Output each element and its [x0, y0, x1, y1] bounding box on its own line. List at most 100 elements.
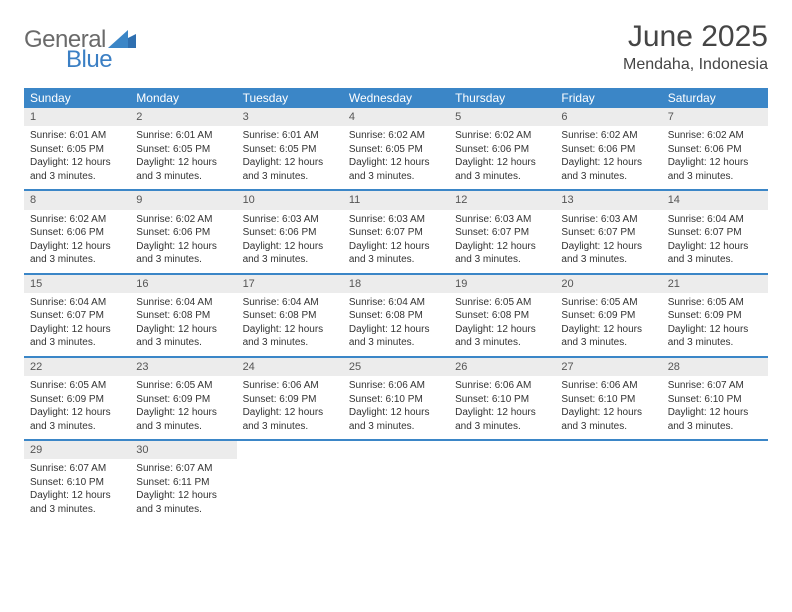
calendar-grid: Sunday Monday Tuesday Wednesday Thursday… — [24, 88, 768, 522]
sunset-line: Sunset: 6:10 PM — [668, 393, 762, 407]
day-body: Sunrise: 6:03 AMSunset: 6:07 PMDaylight:… — [449, 213, 555, 267]
sunrise-line: Sunrise: 6:02 AM — [136, 213, 230, 227]
day-number: 18 — [343, 275, 449, 293]
day-body: Sunrise: 6:05 AMSunset: 6:09 PMDaylight:… — [662, 296, 768, 350]
sunrise-line: Sunrise: 6:05 AM — [668, 296, 762, 310]
sunset-line: Sunset: 6:08 PM — [455, 309, 549, 323]
sunset-line: Sunset: 6:06 PM — [455, 143, 549, 157]
daylight-line-2: and 3 minutes. — [455, 336, 549, 350]
daylight-line-2: and 3 minutes. — [349, 420, 443, 434]
daylight-line-2: and 3 minutes. — [455, 420, 549, 434]
day-number: 26 — [449, 358, 555, 376]
day-body: Sunrise: 6:06 AMSunset: 6:10 PMDaylight:… — [555, 379, 661, 433]
day-header-saturday: Saturday — [662, 88, 768, 108]
day-number: 15 — [24, 275, 130, 293]
day-cell: 19Sunrise: 6:05 AMSunset: 6:08 PMDayligh… — [449, 275, 555, 356]
sunset-line: Sunset: 6:10 PM — [561, 393, 655, 407]
sunrise-line: Sunrise: 6:06 AM — [349, 379, 443, 393]
week-row: 15 Sunrise: 6:04 AMSunset: 6:07 PMDayligh… — [24, 275, 768, 358]
daylight-line-2: and 3 minutes. — [136, 336, 230, 350]
sunrise-line: Sunrise: 6:02 AM — [455, 129, 549, 143]
day-cell: 27 Sunrise: 6:06 AMSunset: 6:10 PMDayligh… — [555, 358, 661, 439]
sunset-line: Sunset: 6:06 PM — [243, 226, 337, 240]
sunset-line: Sunset: 6:07 PM — [455, 226, 549, 240]
day-cell: 30Sunrise: 6:07 AMSunset: 6:11 PMDayligh… — [130, 441, 236, 522]
day-cell: 14 Sunrise: 6:04 AMSunset: 6:07 PMDayligh… — [662, 191, 768, 272]
sunrise-line: Sunrise: 6:04 AM — [30, 296, 124, 310]
day-number: 17 — [237, 275, 343, 293]
day-body: Sunrise: 6:02 AMSunset: 6:06 PMDaylight:… — [130, 213, 236, 267]
sunrise-line: Sunrise: 6:02 AM — [30, 213, 124, 227]
day-cell: 26Sunrise: 6:06 AMSunset: 6:10 PMDayligh… — [449, 358, 555, 439]
daylight-line-2: and 3 minutes. — [136, 420, 230, 434]
sunrise-line: Sunrise: 6:01 AM — [30, 129, 124, 143]
sunrise-line: Sunrise: 6:01 AM — [136, 129, 230, 143]
sunset-line: Sunset: 6:09 PM — [668, 309, 762, 323]
daylight-line-1: Daylight: 12 hours — [136, 240, 230, 254]
day-number: 19 — [449, 275, 555, 293]
daylight-line-2: and 3 minutes. — [561, 420, 655, 434]
daylight-line-1: Daylight: 12 hours — [455, 406, 549, 420]
daylight-line-1: Daylight: 12 hours — [455, 240, 549, 254]
sunrise-line: Sunrise: 6:03 AM — [561, 213, 655, 227]
sunrise-line: Sunrise: 6:06 AM — [455, 379, 549, 393]
sunset-line: Sunset: 6:06 PM — [30, 226, 124, 240]
logo-word-blue: Blue — [66, 46, 112, 74]
day-cell: 28Sunrise: 6:07 AMSunset: 6:10 PMDayligh… — [662, 358, 768, 439]
daylight-line-2: and 3 minutes. — [455, 253, 549, 267]
sunset-line: Sunset: 6:09 PM — [561, 309, 655, 323]
day-body: Sunrise: 6:03 AMSunset: 6:06 PMDaylight:… — [237, 213, 343, 267]
day-body: Sunrise: 6:05 AMSunset: 6:09 PMDaylight:… — [555, 296, 661, 350]
day-cell: 9Sunrise: 6:02 AMSunset: 6:06 PMDaylight… — [130, 191, 236, 272]
day-cell: 17Sunrise: 6:04 AMSunset: 6:08 PMDayligh… — [237, 275, 343, 356]
daylight-line-1: Daylight: 12 hours — [668, 156, 762, 170]
sunrise-line: Sunrise: 6:02 AM — [668, 129, 762, 143]
day-number: 21 — [662, 275, 768, 293]
day-body: Sunrise: 6:04 AMSunset: 6:07 PMDaylight:… — [662, 213, 768, 267]
sunrise-line: Sunrise: 6:05 AM — [136, 379, 230, 393]
day-body: Sunrise: 6:06 AMSunset: 6:10 PMDaylight:… — [343, 379, 449, 433]
daylight-line-1: Daylight: 12 hours — [561, 156, 655, 170]
daylight-line-1: Daylight: 12 hours — [668, 323, 762, 337]
day-cell: 7Sunrise: 6:02 AMSunset: 6:06 PMDaylight… — [662, 108, 768, 189]
day-number: 1 — [24, 108, 130, 126]
daylight-line-2: and 3 minutes. — [243, 420, 337, 434]
day-body: Sunrise: 6:03 AMSunset: 6:07 PMDaylight:… — [555, 213, 661, 267]
daylight-line-1: Daylight: 12 hours — [243, 323, 337, 337]
day-cell: 23Sunrise: 6:05 AMSunset: 6:09 PMDayligh… — [130, 358, 236, 439]
day-body: Sunrise: 6:01 AMSunset: 6:05 PMDaylight:… — [130, 129, 236, 183]
daylight-line-2: and 3 minutes. — [668, 336, 762, 350]
location-label: Mendaha, Indonesia — [623, 56, 768, 74]
day-cell: 25Sunrise: 6:06 AMSunset: 6:10 PMDayligh… — [343, 358, 449, 439]
sunset-line: Sunset: 6:10 PM — [349, 393, 443, 407]
daylight-line-2: and 3 minutes. — [243, 253, 337, 267]
sunrise-line: Sunrise: 6:02 AM — [561, 129, 655, 143]
day-cell: 15 Sunrise: 6:04 AMSunset: 6:07 PMDayligh… — [24, 275, 130, 356]
day-cell: 1Sunrise: 6:01 AMSunset: 6:05 PMDaylight… — [24, 108, 130, 189]
day-cell: 8Sunrise: 6:02 AMSunset: 6:06 PMDaylight… — [24, 191, 130, 272]
sunset-line: Sunset: 6:08 PM — [136, 309, 230, 323]
weeks-container: 1Sunrise: 6:01 AMSunset: 6:05 PMDaylight… — [24, 108, 768, 522]
sunrise-line: Sunrise: 6:05 AM — [455, 296, 549, 310]
day-number: 27 — [555, 358, 661, 376]
day-cell: 21 Sunrise: 6:05 AMSunset: 6:09 PMDayligh… — [662, 275, 768, 356]
daylight-line-1: Daylight: 12 hours — [349, 156, 443, 170]
sunrise-line: Sunrise: 6:05 AM — [30, 379, 124, 393]
sunset-line: Sunset: 6:11 PM — [136, 476, 230, 490]
day-number: 14 — [662, 191, 768, 209]
sunset-line: Sunset: 6:09 PM — [243, 393, 337, 407]
daylight-line-2: and 3 minutes. — [30, 336, 124, 350]
sunrise-line: Sunrise: 6:06 AM — [561, 379, 655, 393]
day-body: Sunrise: 6:04 AMSunset: 6:07 PMDaylight:… — [24, 296, 130, 350]
day-cell: 6Sunrise: 6:02 AMSunset: 6:06 PMDaylight… — [555, 108, 661, 189]
day-cell-empty — [449, 441, 555, 522]
day-cell: 10Sunrise: 6:03 AMSunset: 6:06 PMDayligh… — [237, 191, 343, 272]
daylight-line-2: and 3 minutes. — [30, 170, 124, 184]
day-header-wednesday: Wednesday — [343, 88, 449, 108]
day-number: 6 — [555, 108, 661, 126]
daylight-line-2: and 3 minutes. — [136, 253, 230, 267]
daylight-line-2: and 3 minutes. — [455, 170, 549, 184]
day-header-monday: Monday — [130, 88, 236, 108]
daylight-line-2: and 3 minutes. — [243, 336, 337, 350]
day-header-friday: Friday — [555, 88, 661, 108]
